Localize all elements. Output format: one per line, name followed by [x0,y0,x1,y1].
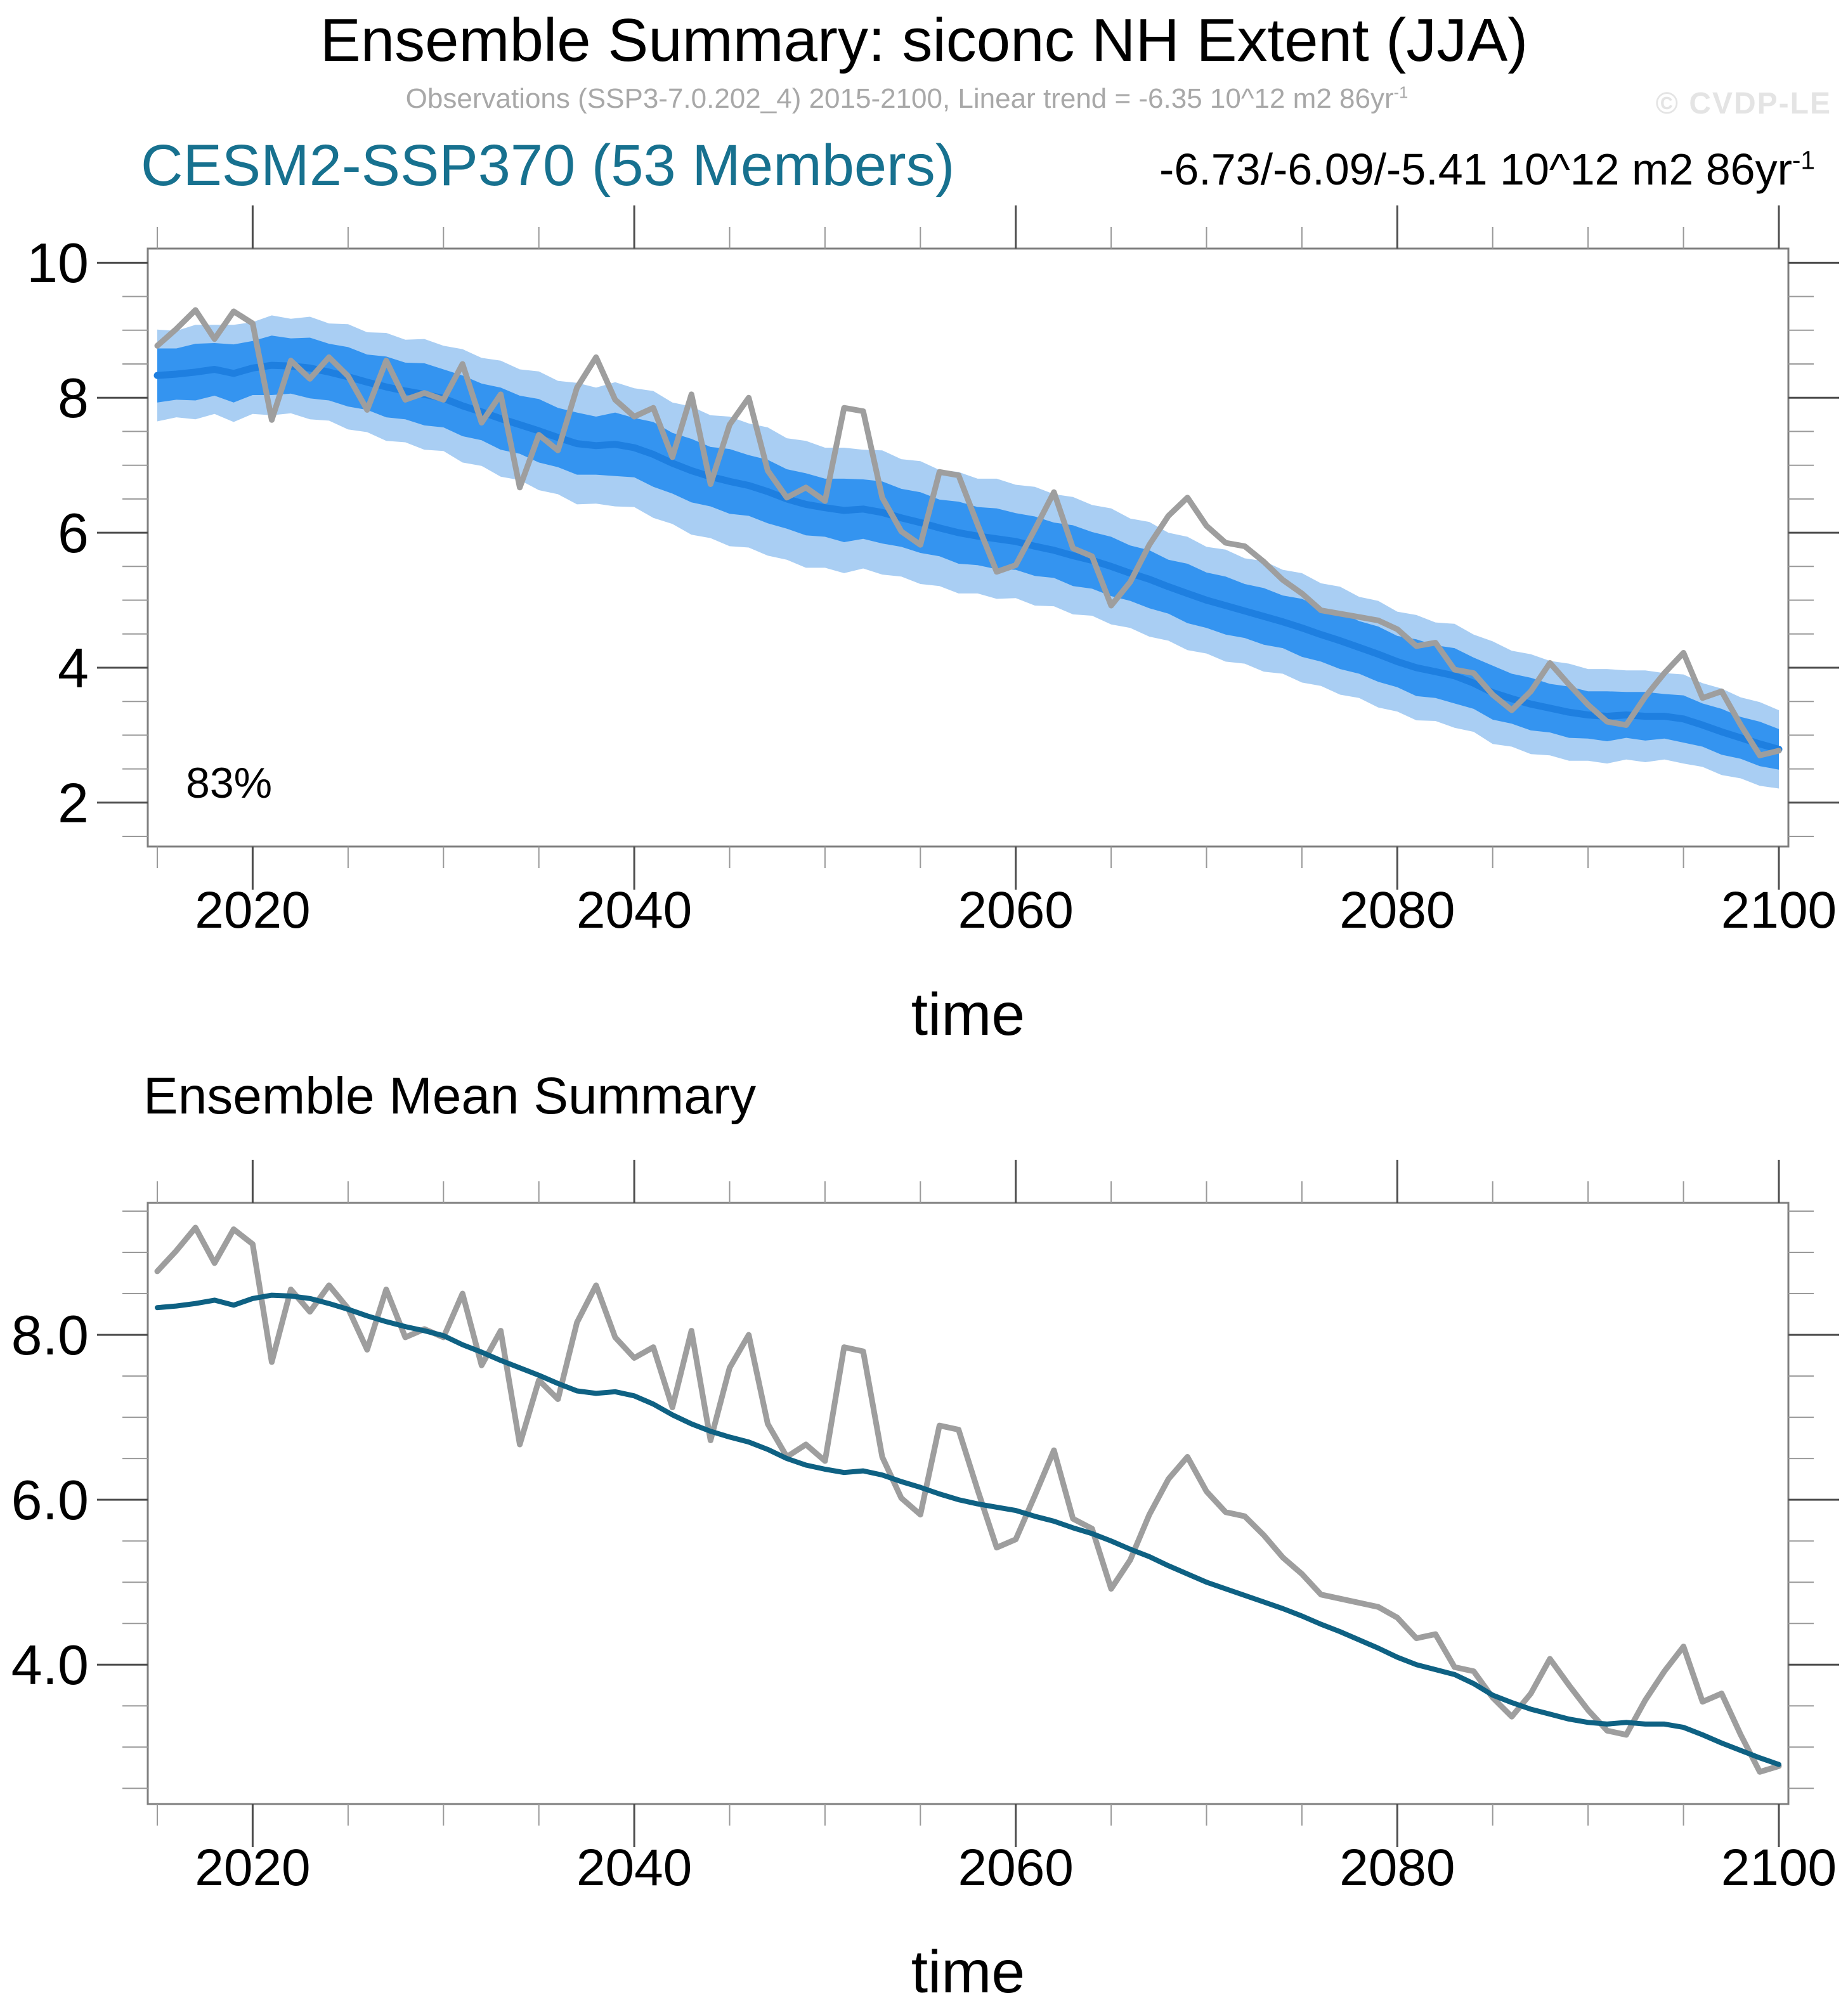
y-tick-label: 2 [58,772,89,834]
y-tick-label: 6.0 [11,1469,89,1531]
x-axis-title: time [911,981,1025,1048]
y-tick-label: 8 [58,367,89,429]
x-tick-label: 2020 [195,881,310,939]
x-tick-label: 2080 [1339,881,1455,939]
member-percent-label: 83% [186,759,272,807]
observations-line [154,307,1782,758]
x-tick-label: 2060 [958,881,1073,939]
x-tick-label: 2100 [1721,881,1837,939]
x-tick-label: 2060 [958,1839,1073,1897]
x-tick-label: 2100 [1721,1839,1837,1897]
ensemble-trend-text: -6.73/-6.09/-5.41 10^12 m2 86yr [1159,145,1792,194]
ensemble-trend-values: -6.73/-6.09/-5.41 10^12 m2 86yr-1 [1159,147,1815,191]
x-tick-label: 2040 [576,881,692,939]
observations-subtitle-text: Observations (SSP3-7.0.202_4) 2015-2100,… [405,83,1394,114]
x-tick-label: 2020 [195,1839,310,1897]
ensemble-summary-panel: 2 4 6 8 10 2020 2040 2060 2080 2100 time 83% [27,205,1839,1048]
ensemble-mean-line [155,1292,1781,1767]
observations-subtitle: Observations (SSP3-7.0.202_4) 2015-2100,… [0,85,1814,113]
y-tick-label: 10 [27,231,89,294]
y-tick-label: 8.0 [11,1304,89,1366]
ensemble-mean-summary-title: Ensemble Mean Summary [143,1067,757,1125]
y-tick-label: 6 [58,502,89,564]
subtitle-exponent: -1 [1393,84,1409,102]
cvdp-watermark: © CVDP-LE [1655,87,1832,120]
x-tick-label: 2080 [1339,1839,1455,1897]
y-tick-label: 4 [58,637,89,699]
trend-exponent: -1 [1792,145,1815,175]
x-axis-title: time [911,1938,1025,2006]
ensemble-mean-panel: 4.0 6.0 8.0 2020 2040 2060 2080 2100 time [11,1160,1839,2006]
x-tick-label: 2040 [576,1839,692,1897]
model-ensemble-label: CESM2-SSP370 (53 Members) [141,133,955,198]
y-tick-label: 4.0 [11,1633,89,1696]
plot-frame [146,1202,1790,1805]
page-title: Ensemble Summary: siconc NH Extent (JJA) [320,6,1528,74]
plot-frame [146,247,1790,848]
